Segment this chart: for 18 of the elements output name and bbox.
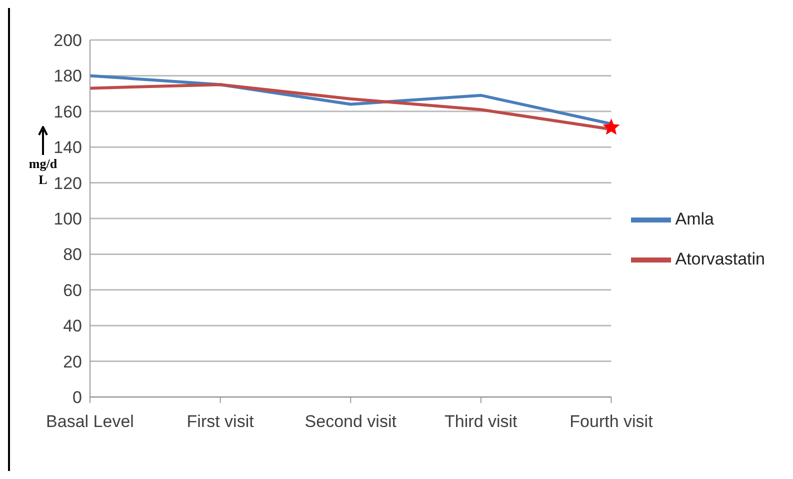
x-tick-label: Basal Level xyxy=(46,412,134,431)
x-tick-label: First visit xyxy=(186,412,254,431)
legend-label: Atorvastatin xyxy=(675,248,765,268)
y-tick-label: 180 xyxy=(54,66,82,86)
x-tick-label: Third visit xyxy=(444,412,518,431)
y-tick-label: 200 xyxy=(54,31,82,50)
y-tick-label: 100 xyxy=(54,210,82,229)
y-tick-label: 40 xyxy=(63,316,82,336)
x-tick-label: Fourth visit xyxy=(570,412,654,431)
y-tick-label: 60 xyxy=(63,280,82,300)
y-tick-label: 80 xyxy=(63,245,82,264)
y-tick-label: 0 xyxy=(72,388,82,408)
y-tick-label: 120 xyxy=(54,174,82,193)
x-tick-label: Second visit xyxy=(304,412,397,431)
y-tick-label: 140 xyxy=(54,138,82,158)
y-tick-label: 160 xyxy=(54,102,82,122)
legend-label: Amla xyxy=(675,208,714,228)
y-tick-label: 20 xyxy=(63,352,82,372)
